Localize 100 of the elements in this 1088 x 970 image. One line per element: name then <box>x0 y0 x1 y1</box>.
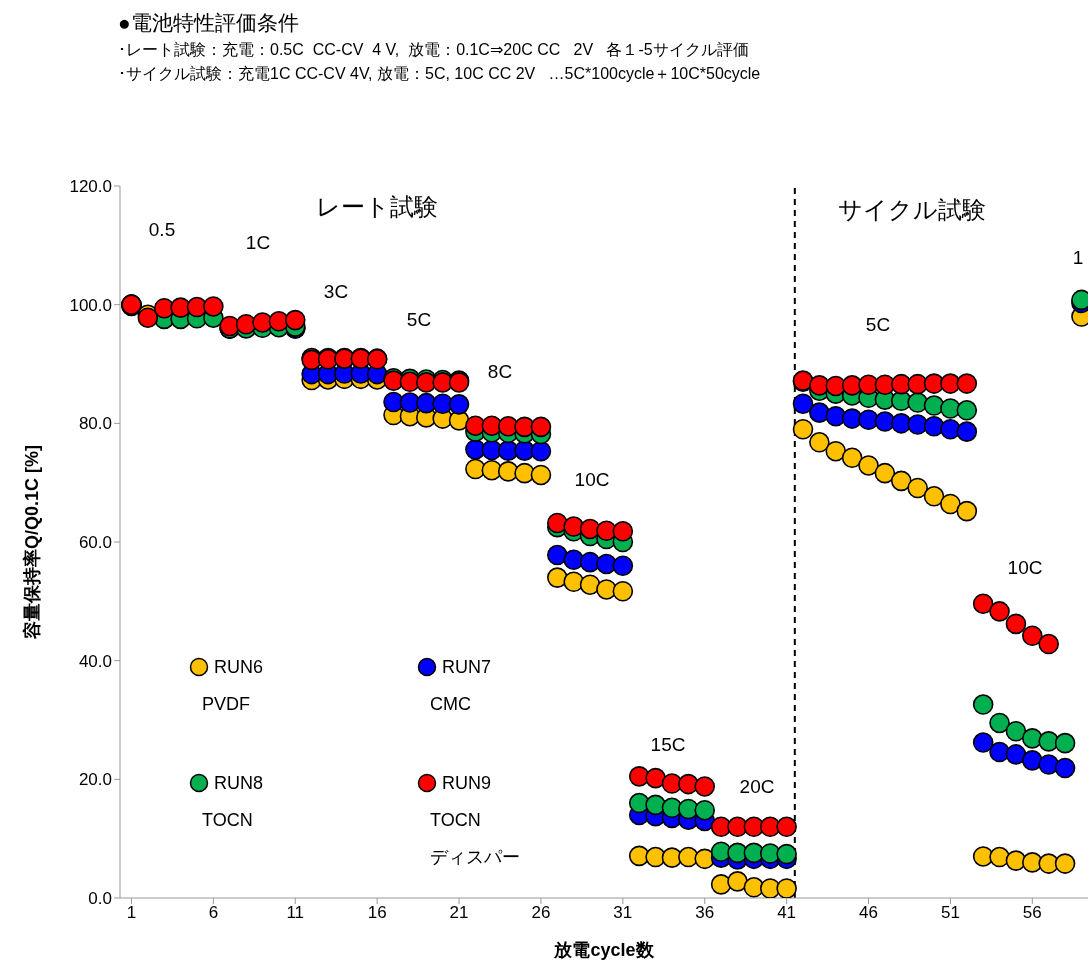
point <box>579 574 601 596</box>
point <box>1038 633 1059 655</box>
point <box>284 309 306 331</box>
x-tick-label: 26 <box>531 903 551 923</box>
point <box>809 402 830 423</box>
point <box>203 296 224 317</box>
y-tick-label: 20.0 <box>78 770 112 790</box>
point <box>890 470 912 492</box>
point <box>956 500 978 522</box>
point <box>1038 754 1059 775</box>
point <box>956 421 978 442</box>
point <box>972 694 994 715</box>
y-axis-title: 容量保持率Q/Q0.1C [%] <box>22 444 43 641</box>
x-tick-label: 41 <box>777 903 797 923</box>
point <box>547 567 568 588</box>
annotation: 8C <box>487 361 513 383</box>
y-tick-label: 100.0 <box>69 295 112 315</box>
x-tick-label: 56 <box>1022 903 1042 923</box>
point <box>972 593 994 615</box>
point <box>1005 744 1027 765</box>
point <box>530 464 552 486</box>
annotation: 5C <box>406 309 432 331</box>
annotation: 5C <box>865 314 891 336</box>
point <box>940 493 961 515</box>
x-tick-label: 21 <box>449 903 469 923</box>
x-tick-label: 36 <box>695 903 715 923</box>
point <box>1054 732 1076 754</box>
annotation: 0.5 <box>148 219 176 241</box>
y-tick-label: 0.0 <box>88 889 112 909</box>
point <box>923 486 945 507</box>
point <box>530 440 552 462</box>
annotation: 20C <box>739 776 775 798</box>
point <box>923 416 945 437</box>
point <box>1022 750 1043 771</box>
point <box>727 871 748 892</box>
point <box>874 462 896 484</box>
point <box>841 447 863 469</box>
point <box>792 418 814 440</box>
point <box>448 394 470 415</box>
annotation: 1C <box>245 232 271 254</box>
point <box>776 816 797 838</box>
point <box>694 776 716 797</box>
point <box>776 878 797 898</box>
point <box>907 477 928 499</box>
point <box>694 799 716 821</box>
annotation: レート試験 <box>316 192 438 222</box>
point <box>989 846 1010 868</box>
point <box>530 416 552 438</box>
x-tick-label: 1 <box>126 903 137 923</box>
y-tick-label: 120.0 <box>69 177 112 197</box>
y-tick-label: 60.0 <box>78 533 112 553</box>
point <box>678 773 699 795</box>
legend-label: RUN8 TOCN <box>202 772 264 832</box>
annotation: 1 <box>1072 247 1084 269</box>
x-tick-label: 11 <box>286 903 305 923</box>
chart-title: ●電池特性評価条件 <box>118 10 300 36</box>
x-tick-label: 6 <box>208 903 219 923</box>
point <box>612 521 634 542</box>
point <box>1054 853 1076 874</box>
annotation: 3C <box>323 281 349 303</box>
y-tick-label: 40.0 <box>78 651 112 671</box>
annotation: 15C <box>650 734 686 756</box>
point <box>645 794 666 816</box>
point <box>776 843 797 865</box>
legend-label: RUN9 TOCN ディスパー <box>430 772 520 869</box>
annotation: サイクル試験 <box>838 195 986 225</box>
x-tick-label: 31 <box>613 903 633 923</box>
point <box>1054 757 1076 779</box>
point <box>809 375 830 396</box>
point <box>956 373 978 394</box>
point <box>956 399 978 421</box>
y-tick-label: 80.0 <box>78 414 112 434</box>
point <box>1005 613 1027 635</box>
point <box>547 544 568 566</box>
point <box>628 766 650 787</box>
x-tick-label: 46 <box>859 903 878 923</box>
x-axis-title: 放電cycle数 <box>553 940 655 960</box>
text: ･サイクル試験：充電1C CC-CV 4V, 放電：5C, 10C CC 2V …5C*100cycle＋10C*50cycle <box>118 64 762 84</box>
point <box>989 601 1010 622</box>
point <box>809 432 830 453</box>
legend-label: RUN6 PVDF <box>202 656 264 716</box>
point <box>858 455 879 476</box>
x-tick-label: 51 <box>940 903 960 923</box>
chart-subtitle: ･レート試験：充電：0.5C CC-CV 4 V, 放電：0.1C⇒20C CC 2V 各１-5サイクル評価 <box>118 40 750 60</box>
point <box>972 732 994 753</box>
point <box>645 767 666 789</box>
point <box>612 580 634 602</box>
point <box>612 555 634 577</box>
point <box>825 440 847 462</box>
annotation: 10C <box>1007 557 1043 579</box>
point <box>759 878 781 898</box>
point <box>1005 720 1027 742</box>
point <box>792 393 814 415</box>
point <box>628 792 650 814</box>
legend-label: RUN7 CMC <box>430 656 492 716</box>
point <box>1022 625 1043 647</box>
x-tick-label: 16 <box>367 903 387 923</box>
point <box>989 712 1010 734</box>
point <box>1022 728 1043 749</box>
annotation: 10C <box>574 469 610 491</box>
